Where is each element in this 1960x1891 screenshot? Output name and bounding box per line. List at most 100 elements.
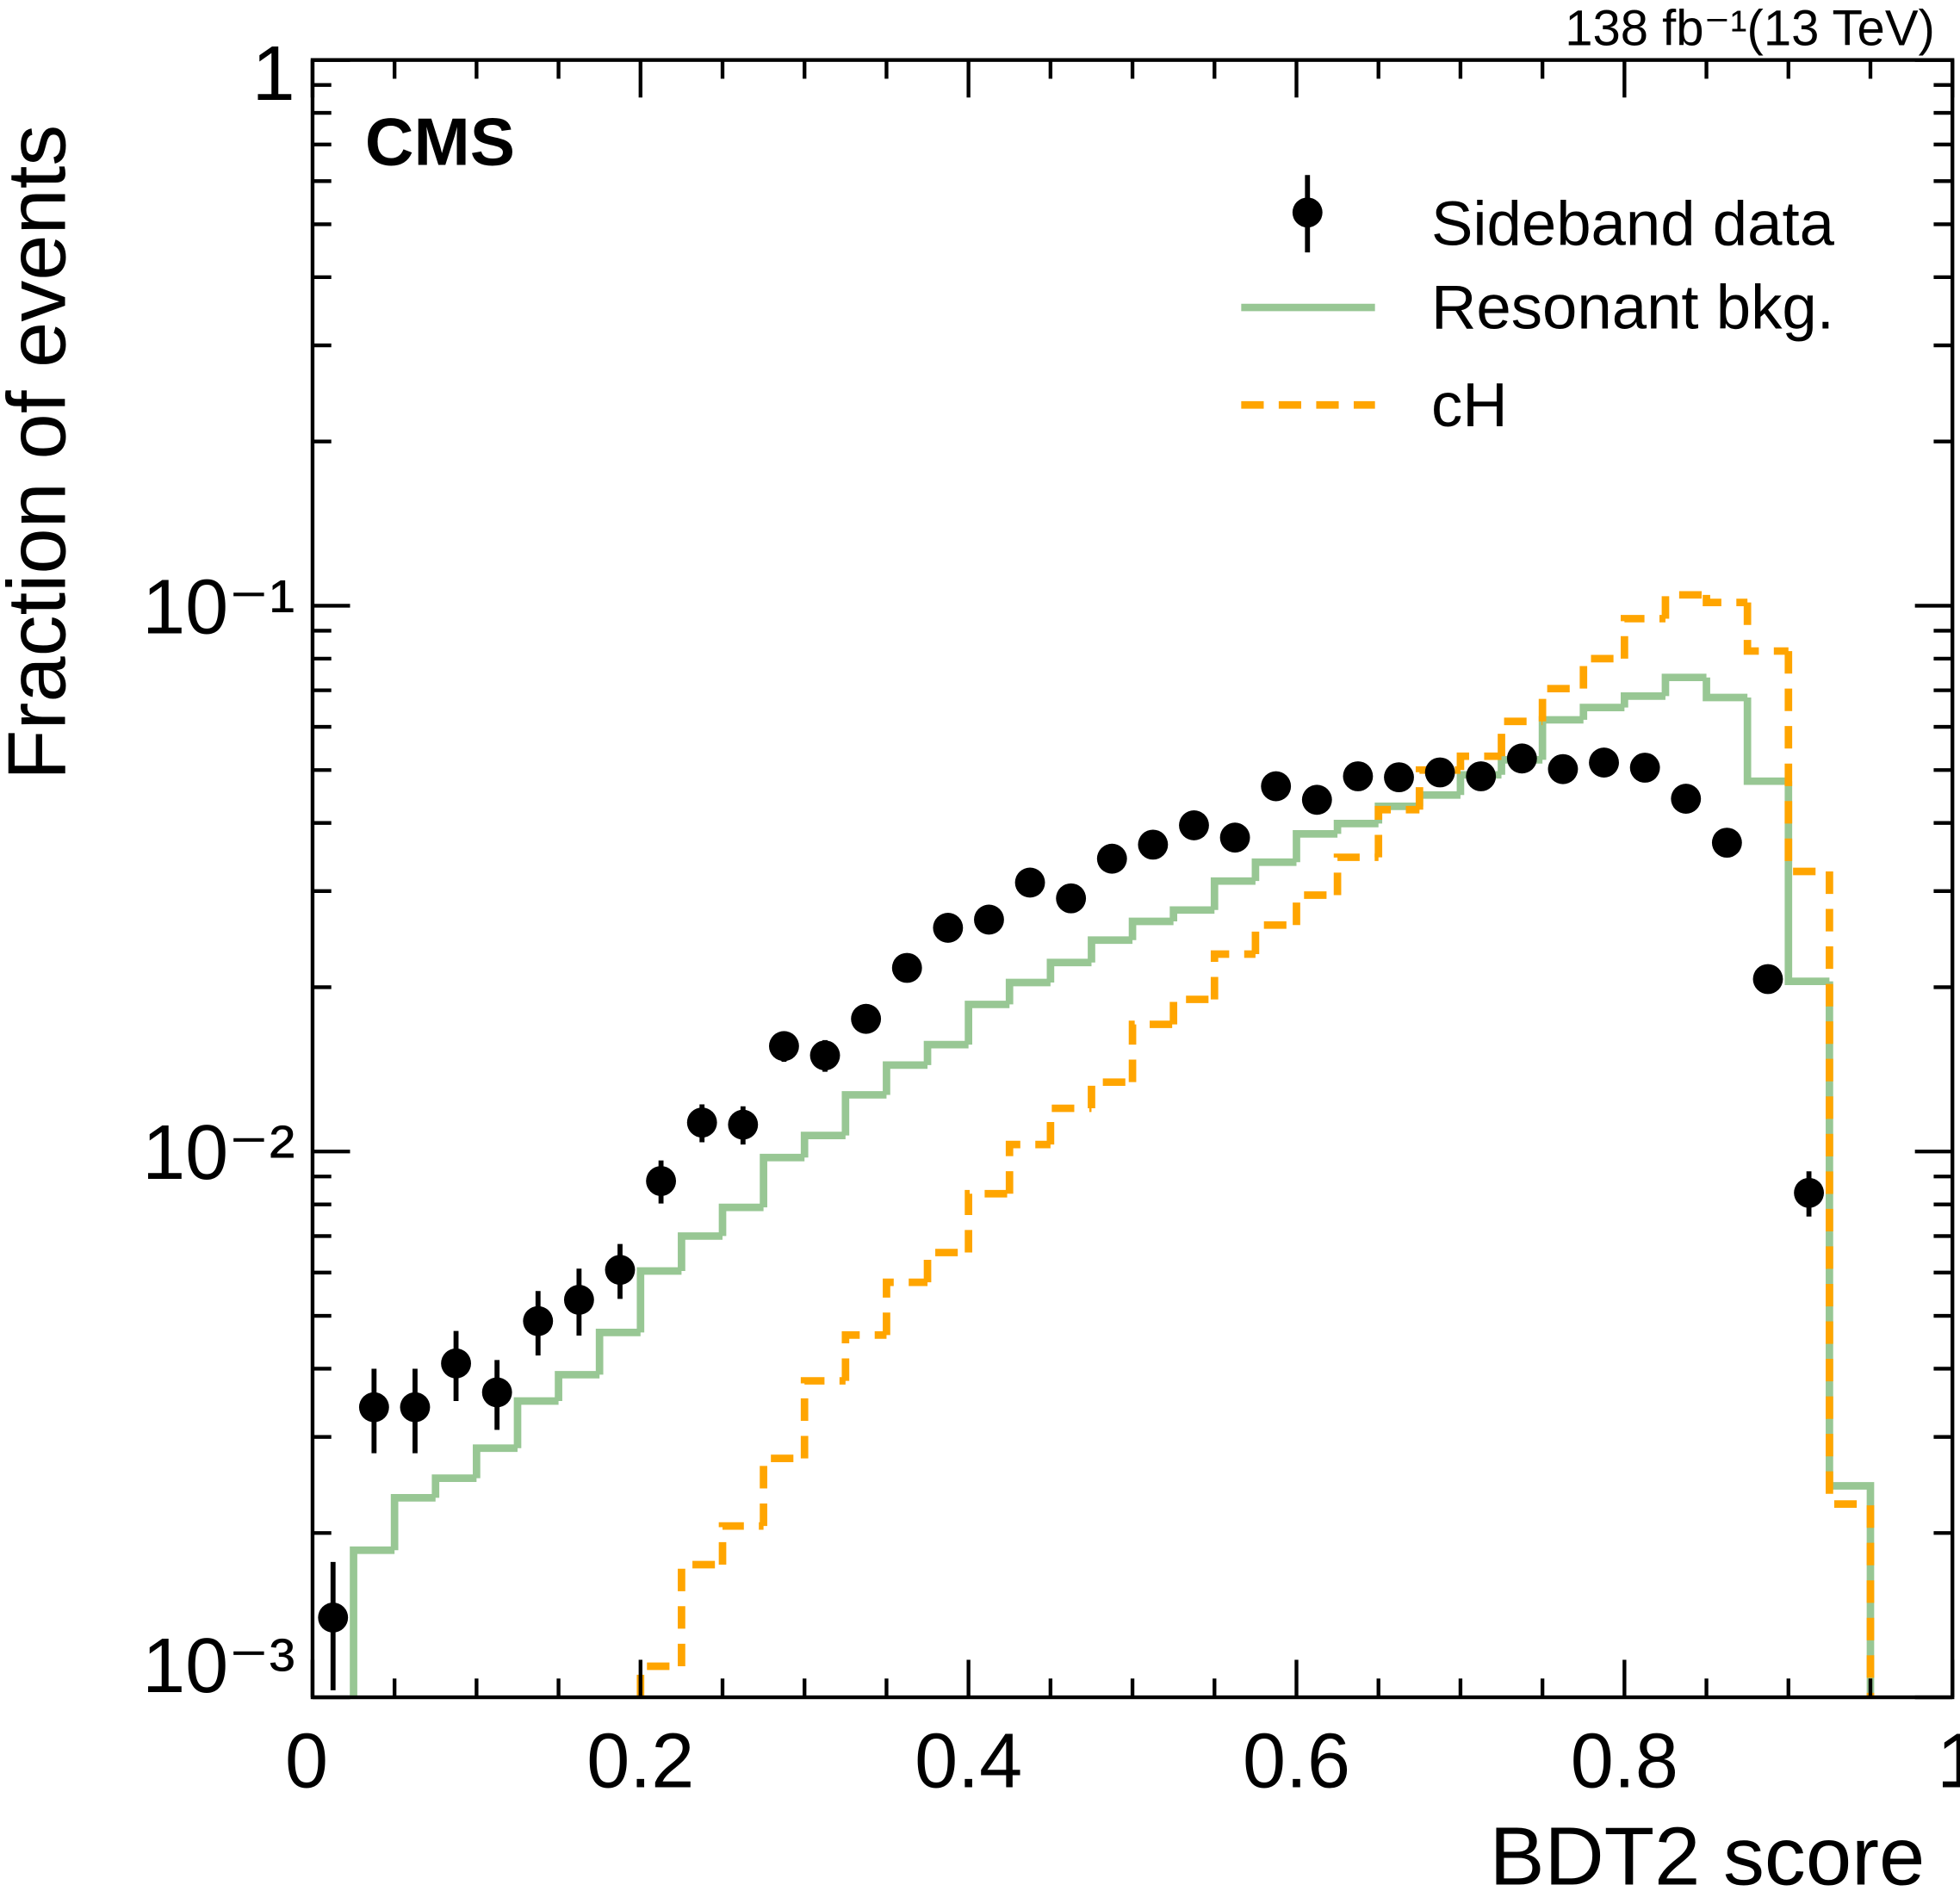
hist-bin xyxy=(718,1522,764,1565)
hist-bin xyxy=(883,1061,928,1095)
data-point xyxy=(933,913,964,943)
hist-bin xyxy=(1826,871,1875,1698)
hist-bin xyxy=(1128,917,1174,940)
hist-bin xyxy=(1293,891,1338,926)
hist-bin xyxy=(678,1560,723,1666)
data-point xyxy=(1752,964,1783,995)
hist-bin xyxy=(800,1377,846,1459)
hist-bin xyxy=(1415,766,1461,810)
x-tick-label: 0.8 xyxy=(1571,1719,1678,1805)
hist-bin xyxy=(1251,858,1297,882)
data-point xyxy=(400,1392,431,1423)
hist-bin xyxy=(1169,906,1215,922)
hist-bin xyxy=(1046,958,1092,983)
data-point xyxy=(1301,784,1332,815)
hist-bin xyxy=(760,1454,805,1527)
cms-label: CMS xyxy=(365,104,515,180)
data-point xyxy=(1056,883,1087,914)
data-point xyxy=(769,1031,799,1062)
hist-bin xyxy=(513,1397,559,1448)
x-tick-label: 0.4 xyxy=(915,1719,1022,1805)
data-point xyxy=(851,1003,882,1034)
hist-bin xyxy=(1088,1078,1133,1109)
legend-label: Resonant bkg. xyxy=(1431,273,1834,343)
data-point xyxy=(1424,757,1455,788)
hist-bin xyxy=(883,1278,928,1336)
hist-bin xyxy=(964,1001,1010,1045)
hist-bin xyxy=(1620,692,1665,708)
data-point xyxy=(1343,761,1374,791)
hist-bin xyxy=(678,1232,723,1272)
hist-bin xyxy=(923,1249,969,1283)
data-point xyxy=(1014,867,1045,898)
hist-bin xyxy=(431,1474,477,1498)
hist-bin xyxy=(1784,651,1830,876)
hist-bin xyxy=(473,1444,518,1479)
hist-bin xyxy=(1088,936,1133,963)
y-tick-label: 10⁻² xyxy=(142,1110,295,1196)
hist-bin xyxy=(800,1132,846,1158)
hist-bin xyxy=(1005,1140,1051,1194)
hist-bin xyxy=(841,1091,887,1136)
hist-bin xyxy=(1293,829,1338,863)
legend-label: Sideband data xyxy=(1431,189,1835,258)
hist-bin xyxy=(1703,594,1748,606)
hist-bin xyxy=(1333,820,1379,834)
legend-marker xyxy=(1292,197,1323,228)
y-axis-label: Fraction of events xyxy=(0,125,84,780)
data-point xyxy=(1219,822,1250,853)
hist-bin xyxy=(1210,877,1256,910)
data-point xyxy=(605,1255,636,1286)
hist-bin xyxy=(1661,673,1707,697)
data-point xyxy=(891,952,922,983)
hist-bin xyxy=(1743,602,1789,655)
lumi-label: 138 fb⁻¹(13 TeV) xyxy=(1565,0,1935,56)
data-point xyxy=(1589,747,1619,778)
hist-bin xyxy=(1579,654,1625,689)
data-point xyxy=(1384,762,1414,793)
data-point xyxy=(809,1040,840,1071)
y-tick-label: 10⁻¹ xyxy=(142,564,295,650)
hist-bin xyxy=(1661,591,1707,619)
x-axis-label: BDT2 score xyxy=(1490,1811,1926,1891)
hist-bin xyxy=(1826,981,1875,1698)
data-point xyxy=(481,1377,512,1408)
legend-label: cH xyxy=(1431,370,1508,440)
data-point xyxy=(1179,810,1209,840)
data-point xyxy=(686,1107,717,1138)
hist-bin xyxy=(1169,995,1215,1025)
hist-bin xyxy=(1620,615,1665,659)
data-point xyxy=(358,1392,389,1423)
data-point xyxy=(1629,753,1660,783)
hist-bin xyxy=(1210,950,1256,1000)
plot-area xyxy=(318,591,1875,1698)
hist-bin xyxy=(718,1203,764,1237)
data-point xyxy=(1794,1177,1824,1208)
hist-bin xyxy=(1374,805,1420,858)
hist-bin xyxy=(923,1040,969,1065)
data-point xyxy=(563,1284,594,1315)
hist-bin xyxy=(636,1662,682,1698)
data-point xyxy=(1506,743,1537,774)
hist-bin xyxy=(760,1153,805,1208)
hist-bin xyxy=(1046,1104,1092,1145)
data-point xyxy=(1096,843,1127,874)
hist-bin xyxy=(1128,1020,1174,1082)
hist-bin xyxy=(390,1494,436,1551)
data-point xyxy=(728,1109,759,1140)
data-point xyxy=(1548,753,1579,784)
hist-bin xyxy=(841,1331,887,1381)
data-point xyxy=(1466,761,1497,791)
data-point xyxy=(1711,828,1742,859)
data-point xyxy=(646,1166,677,1196)
hist-bin xyxy=(555,1371,600,1401)
data-point xyxy=(523,1305,554,1336)
hist-bin xyxy=(1579,704,1625,720)
data-point xyxy=(1671,784,1702,814)
hist-bin xyxy=(1333,853,1379,896)
hist-bin xyxy=(1415,790,1461,807)
hist-bin xyxy=(1456,752,1502,771)
hist-bin xyxy=(964,1189,1010,1253)
hist-bin xyxy=(595,1329,641,1375)
hist-bin xyxy=(1251,921,1297,954)
